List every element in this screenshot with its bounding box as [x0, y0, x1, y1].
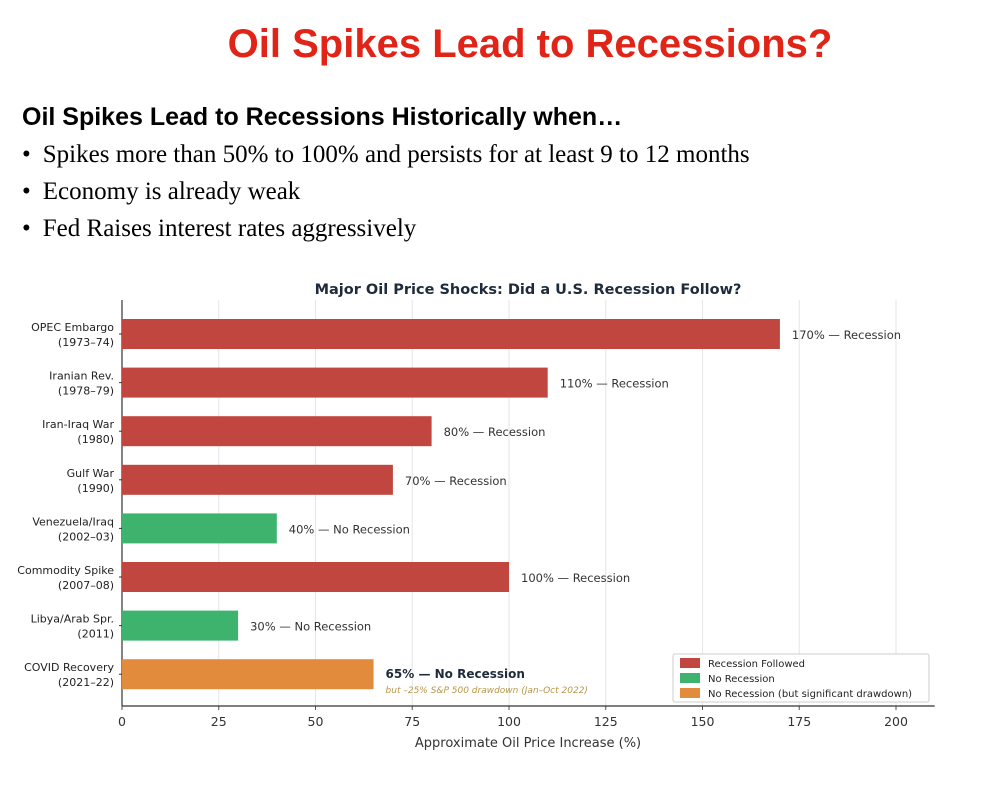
y-tick-label: Commodity Spike [17, 564, 114, 577]
y-tick-label: Venezuela/Iraq [32, 515, 114, 528]
y-tick-label: (1978–79) [58, 385, 114, 398]
legend-swatch [680, 658, 700, 668]
y-tick-label: (2002–03) [58, 530, 114, 543]
data-label: 170% — Recession [792, 328, 901, 342]
data-label: 65% — No Recession [386, 667, 525, 681]
x-tick-label: 175 [787, 714, 811, 729]
x-tick-label: 75 [404, 714, 420, 729]
bar [122, 610, 239, 641]
data-label: 30% — No Recession [250, 620, 371, 634]
y-tick-label: OPEC Embargo [31, 321, 114, 334]
y-tick-label: Iran-Iraq War [42, 418, 114, 431]
y-tick-label: (2021–22) [58, 676, 114, 689]
y-tick-label: COVID Recovery [24, 661, 114, 674]
subheading: Oil Spikes Lead to Recessions Historical… [22, 103, 623, 131]
y-tick-label: (1973–74) [58, 336, 114, 349]
data-label: 110% — Recession [560, 377, 669, 391]
y-tick-label: Iranian Rev. [49, 370, 114, 383]
x-axis-label: Approximate Oil Price Increase (%) [415, 736, 641, 751]
annotation: but –25% S&P 500 drawdown (Jan–Oct 2022) [386, 686, 588, 696]
bar [122, 659, 374, 690]
legend-label: Recession Followed [708, 659, 805, 670]
bullet-item: Economy is already weak [22, 177, 750, 214]
x-tick-label: 125 [594, 714, 618, 729]
data-label: 40% — No Recession [289, 522, 410, 536]
bullet-item: Fed Raises interest rates aggressively [22, 214, 750, 251]
y-tick-label: (1980) [77, 433, 114, 446]
bar [122, 367, 548, 398]
data-label: 70% — Recession [405, 474, 507, 488]
x-tick-label: 150 [691, 714, 715, 729]
y-tick-label: Libya/Arab Spr. [31, 613, 114, 626]
x-tick-label: 100 [497, 714, 521, 729]
x-tick-label: 0 [118, 714, 126, 729]
page-title: Oil Spikes Lead to Recessions? [227, 22, 833, 66]
bar [122, 319, 780, 349]
y-tick-label: Gulf War [67, 467, 115, 480]
x-tick-label: 25 [211, 714, 227, 729]
data-label: 100% — Recession [521, 571, 630, 585]
legend-swatch [680, 688, 700, 698]
legend-box [672, 653, 930, 703]
y-tick-label: (1990) [77, 482, 114, 495]
y-tick-label: (2007–08) [58, 579, 114, 592]
x-tick-label: 50 [308, 714, 324, 729]
x-tick-label: 200 [884, 714, 908, 729]
legend-label: No Recession (but significant drawdown) [708, 689, 912, 700]
bar [122, 513, 277, 544]
legend-swatch [680, 673, 700, 683]
bar [122, 416, 432, 447]
chart-title: Major Oil Price Shocks: Did a U.S. Reces… [315, 282, 742, 298]
bar [122, 562, 509, 592]
bar [122, 464, 393, 495]
legend-label: No Recession [708, 674, 775, 685]
y-tick-label: (2011) [77, 628, 114, 641]
bullet-item: Spikes more than 50% to 100% and persist… [22, 140, 750, 177]
bullet-list: Spikes more than 50% to 100% and persist… [22, 140, 750, 251]
data-label: 80% — Recession [444, 425, 546, 439]
